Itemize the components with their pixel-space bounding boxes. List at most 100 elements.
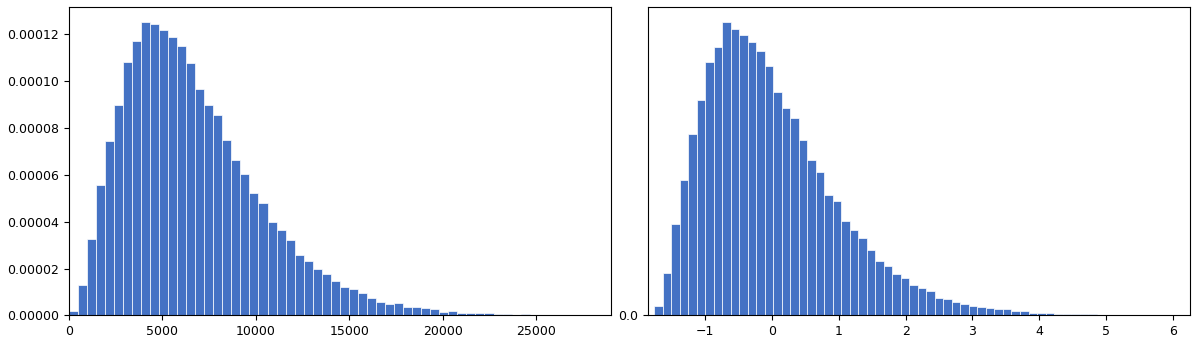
Bar: [358, 293, 367, 315]
Bar: [159, 30, 168, 315]
Bar: [367, 298, 376, 315]
Bar: [187, 63, 195, 315]
Bar: [1088, 314, 1096, 315]
Bar: [1020, 312, 1028, 315]
Bar: [723, 22, 731, 315]
Bar: [663, 273, 672, 315]
Bar: [986, 308, 995, 315]
Bar: [439, 312, 449, 315]
Bar: [312, 269, 322, 315]
Bar: [765, 66, 773, 315]
Bar: [1063, 314, 1071, 315]
Bar: [449, 311, 457, 315]
Bar: [731, 29, 740, 315]
Bar: [926, 292, 935, 315]
Bar: [385, 304, 394, 315]
Bar: [503, 314, 511, 315]
Bar: [223, 140, 231, 315]
Bar: [850, 230, 858, 315]
Bar: [86, 239, 96, 315]
Bar: [141, 22, 150, 315]
Bar: [412, 307, 421, 315]
Bar: [697, 100, 705, 315]
Bar: [713, 47, 723, 315]
Bar: [1071, 314, 1080, 315]
Bar: [943, 299, 952, 315]
Bar: [883, 266, 893, 315]
Bar: [952, 303, 960, 315]
Bar: [340, 287, 348, 315]
Bar: [430, 308, 439, 315]
Bar: [521, 314, 530, 315]
Bar: [168, 37, 177, 315]
Bar: [901, 278, 910, 315]
Bar: [867, 250, 875, 315]
Bar: [294, 255, 304, 315]
Bar: [114, 106, 123, 315]
Bar: [249, 194, 259, 315]
Bar: [833, 201, 841, 315]
Bar: [304, 260, 312, 315]
Bar: [740, 34, 748, 315]
Bar: [213, 115, 223, 315]
Bar: [688, 134, 697, 315]
Bar: [655, 306, 663, 315]
Bar: [231, 160, 241, 315]
Bar: [790, 118, 798, 315]
Bar: [330, 280, 340, 315]
Bar: [841, 221, 850, 315]
Bar: [705, 62, 713, 315]
Bar: [1003, 309, 1011, 315]
Bar: [960, 304, 970, 315]
Bar: [1055, 314, 1063, 315]
Bar: [485, 313, 493, 315]
Bar: [96, 185, 105, 315]
Bar: [918, 288, 926, 315]
Bar: [205, 105, 213, 315]
Bar: [808, 160, 816, 315]
Bar: [68, 311, 78, 315]
Bar: [467, 313, 475, 315]
Bar: [348, 289, 358, 315]
Bar: [1045, 313, 1055, 315]
Bar: [286, 240, 294, 315]
Bar: [978, 307, 986, 315]
Bar: [757, 51, 765, 315]
Bar: [970, 306, 978, 315]
Bar: [132, 40, 141, 315]
Bar: [1080, 314, 1088, 315]
Bar: [1028, 313, 1037, 315]
Bar: [893, 274, 901, 315]
Bar: [816, 172, 825, 315]
Bar: [241, 174, 249, 315]
Bar: [1011, 311, 1020, 315]
Bar: [123, 62, 132, 315]
Bar: [457, 313, 467, 315]
Bar: [995, 309, 1003, 315]
Bar: [105, 141, 114, 315]
Bar: [322, 274, 330, 315]
Bar: [875, 261, 883, 315]
Bar: [493, 314, 503, 315]
Bar: [277, 230, 286, 315]
Bar: [910, 285, 918, 315]
Bar: [1037, 313, 1045, 315]
Bar: [259, 203, 268, 315]
Bar: [825, 195, 833, 315]
Bar: [782, 108, 790, 315]
Bar: [475, 313, 485, 315]
Bar: [748, 42, 757, 315]
Bar: [773, 92, 782, 315]
Bar: [672, 224, 680, 315]
Bar: [394, 303, 403, 315]
Bar: [177, 46, 187, 315]
Bar: [268, 222, 277, 315]
Bar: [421, 308, 430, 315]
Bar: [403, 307, 412, 315]
Bar: [150, 24, 159, 315]
Bar: [195, 89, 205, 315]
Bar: [680, 180, 688, 315]
Bar: [935, 298, 943, 315]
Bar: [78, 285, 86, 315]
Bar: [798, 139, 808, 315]
